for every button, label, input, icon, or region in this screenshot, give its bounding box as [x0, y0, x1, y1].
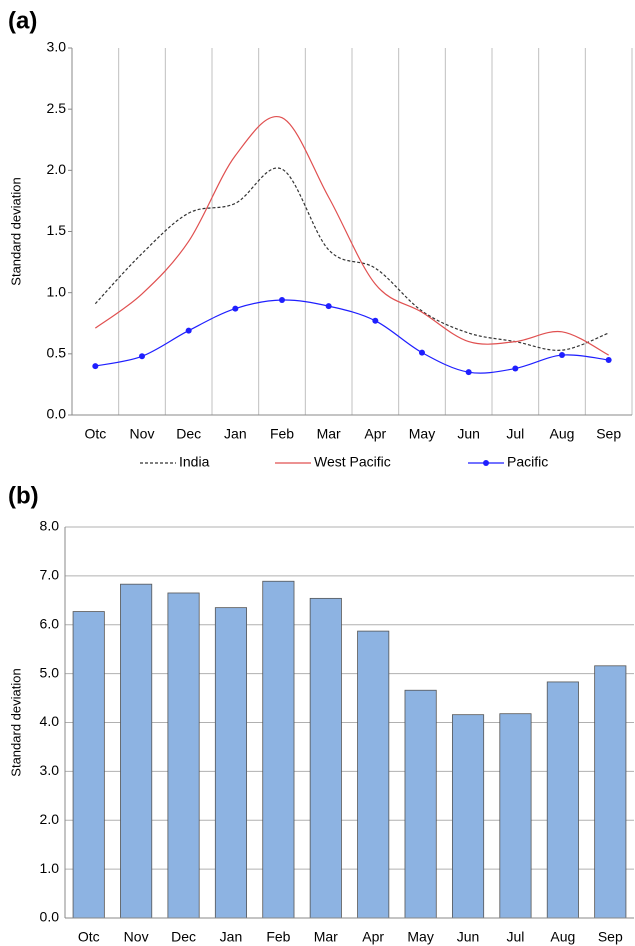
bar — [214, 607, 248, 919]
y-tick-label: 1.0 — [47, 283, 67, 299]
x-tick-label: Sep — [596, 426, 621, 442]
x-tick-label: Mar — [317, 426, 341, 442]
line — [94, 115, 609, 356]
bar — [72, 611, 105, 919]
y-axis-label: Standard deviation — [8, 668, 23, 776]
y-tick-label: 1.0 — [40, 860, 60, 876]
x-tick-label: Aug — [550, 426, 575, 442]
x-tick-label: Jul — [506, 426, 524, 442]
marker — [605, 356, 612, 363]
legend-label: West Pacific — [314, 454, 391, 470]
marker — [419, 349, 425, 356]
marker — [559, 352, 565, 359]
bar — [309, 597, 342, 919]
line — [95, 299, 609, 374]
bar — [451, 714, 485, 919]
marker — [139, 353, 145, 360]
x-tick-label: Jun — [457, 929, 480, 945]
panel-label: (a) — [8, 7, 37, 34]
y-tick-label: 3.0 — [47, 39, 67, 55]
x-tick-label: May — [407, 929, 433, 945]
y-tick-label: 4.0 — [40, 713, 60, 729]
y-tick-label: 0.5 — [47, 345, 67, 361]
y-axis-label: Standard deviation — [8, 177, 23, 285]
x-tick-label: Jul — [507, 929, 525, 945]
marker — [372, 317, 379, 324]
legend-label: India — [179, 454, 210, 470]
x-tick-label: Aug — [550, 929, 575, 945]
marker — [279, 297, 285, 304]
x-tick-label: Apr — [362, 929, 384, 945]
x-tick-label: Otc — [84, 426, 106, 442]
y-tick-label: 0.0 — [40, 909, 60, 925]
bar — [404, 689, 437, 919]
y-tick-label: 6.0 — [40, 615, 60, 631]
marker — [232, 305, 239, 312]
x-tick-label: Feb — [270, 426, 294, 442]
x-tick-label: Nov — [130, 426, 155, 442]
marker — [92, 363, 99, 370]
x-tick-label: Apr — [364, 426, 386, 442]
bar — [594, 665, 627, 919]
marker — [465, 369, 472, 376]
x-tick-label: Otc — [78, 929, 100, 945]
y-tick-label: 8.0 — [40, 518, 60, 534]
legend-marker — [483, 460, 489, 466]
y-tick-label: 2.0 — [40, 811, 60, 827]
y-tick-label: 2.0 — [47, 161, 67, 177]
panel-label: (b) — [8, 482, 39, 509]
bar — [120, 583, 153, 919]
bar — [262, 580, 295, 919]
bar — [499, 713, 532, 919]
x-tick-label: Jun — [457, 426, 480, 442]
bar — [546, 681, 579, 919]
marker — [512, 365, 519, 372]
x-tick-label: Mar — [314, 929, 338, 945]
y-tick-label: 5.0 — [40, 664, 60, 680]
x-tick-label: May — [409, 426, 435, 442]
marker — [185, 327, 192, 334]
bar — [167, 592, 200, 919]
y-tick-label: 3.0 — [40, 762, 60, 778]
x-tick-label: Jan — [220, 929, 243, 945]
x-tick-label: Jan — [224, 426, 247, 442]
x-tick-label: Dec — [171, 929, 196, 945]
y-tick-label: 7.0 — [40, 567, 60, 583]
marker — [325, 303, 332, 310]
y-tick-label: 0.0 — [47, 406, 67, 422]
x-tick-label: Feb — [266, 929, 290, 945]
x-tick-label: Dec — [176, 426, 201, 442]
legend-label: Pacific — [507, 454, 548, 470]
y-tick-label: 1.5 — [47, 222, 67, 238]
bar — [357, 630, 390, 919]
x-tick-label: Sep — [598, 929, 623, 945]
y-tick-label: 2.5 — [47, 100, 67, 116]
x-tick-label: Nov — [124, 929, 149, 945]
